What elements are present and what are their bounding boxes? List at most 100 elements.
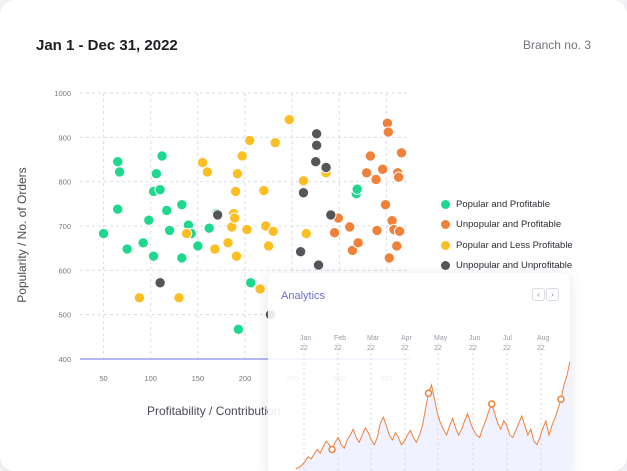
data-point: [310, 128, 323, 140]
data-point: [143, 214, 155, 226]
data-point: [320, 161, 332, 174]
data-point: [97, 227, 110, 240]
analytics-title: Analytics: [281, 290, 326, 302]
month-label: Jul: [503, 335, 512, 342]
data-point: [370, 173, 382, 186]
data-point: [360, 167, 373, 179]
legend-label: Unpopular and Profitable: [456, 219, 562, 231]
prev-button[interactable]: ‹: [532, 288, 545, 301]
data-point: [229, 185, 242, 198]
x-tick-label: 50: [99, 374, 107, 383]
date-range-title: Jan 1 - Dec 31, 2022: [36, 37, 178, 54]
analytics-panel: Jan 22 Feb 22 Mar 22 Apr 22 May 22 Jun 22 Jul 22 Aug 22…: [268, 273, 570, 471]
data-point: [241, 223, 253, 236]
y-tick-label: 1000: [54, 89, 71, 98]
month-label: Mar: [367, 335, 380, 342]
data-point: [297, 187, 310, 199]
data-point: [379, 199, 392, 211]
data-point: [297, 175, 310, 187]
x-axis-label: Profitability / Contribution: [147, 404, 281, 418]
analytics-marker: [328, 445, 336, 454]
data-point: [258, 184, 270, 197]
y-tick-label: 600: [58, 266, 71, 275]
data-point: [176, 199, 188, 211]
y-tick-label: 900: [58, 133, 71, 142]
data-point: [211, 209, 224, 221]
data-point: [283, 113, 296, 126]
data-point: [137, 237, 149, 249]
data-point: [346, 244, 359, 257]
data-point: [154, 183, 166, 196]
year-label: 22: [434, 345, 442, 352]
data-point: [236, 150, 248, 162]
data-point: [300, 227, 312, 240]
data-point: [163, 224, 176, 237]
x-tick-label: 100: [144, 374, 157, 383]
analytics-area: [296, 361, 570, 471]
data-point: [244, 134, 256, 147]
data-point: [113, 166, 126, 178]
data-point: [150, 167, 163, 180]
data-point: [180, 227, 193, 240]
legend-label: Unpopular and Unprofitable: [456, 260, 573, 272]
data-point: [176, 252, 188, 264]
data-point: [382, 126, 395, 138]
legend-label: Popular and Less Profitable: [456, 239, 573, 251]
y-tick-label: 700: [58, 222, 71, 231]
y-tick-label: 800: [58, 178, 71, 187]
month-label: Feb: [334, 335, 346, 342]
data-point: [393, 225, 406, 238]
data-point: [112, 203, 124, 215]
legend-item: Popular and Profitable: [441, 194, 573, 215]
data-point: [325, 209, 337, 221]
legend-swatch: [441, 261, 450, 271]
next-button[interactable]: ›: [546, 288, 559, 301]
data-point: [351, 183, 363, 195]
data-point: [201, 166, 213, 178]
legend-swatch: [441, 220, 450, 230]
analytics-marker: [487, 400, 496, 408]
analytics-marker: [557, 395, 565, 404]
data-point: [121, 243, 133, 255]
data-point: [154, 277, 166, 289]
data-point: [222, 237, 234, 249]
y-axis-label: Popularity / No. of Orders: [15, 167, 29, 303]
legend-item: Popular and Less Profitable: [441, 235, 573, 256]
month-label: Aug: [537, 335, 550, 342]
year-label: 22: [334, 345, 342, 352]
branch-label: Branch no. 3: [522, 38, 591, 52]
data-point: [364, 150, 377, 162]
chart-legend: Popular and Profitable Unpopular and Prof…: [441, 194, 573, 276]
data-point: [133, 292, 146, 304]
analytics-marker: [424, 389, 433, 398]
data-point: [232, 323, 245, 335]
analytics-chart: Jan 22 Feb 22 Mar 22 Apr 22 May 22 Jun 22 Jul 22 Aug 22: [295, 335, 570, 471]
data-point: [294, 246, 307, 258]
legend-swatch: [441, 199, 450, 209]
data-point: [310, 156, 322, 168]
y-tick-label: 400: [58, 355, 71, 364]
year-label: 22: [300, 345, 308, 352]
data-point: [391, 240, 403, 252]
month-label: Jan: [300, 335, 311, 342]
x-tick-label: 200: [239, 374, 252, 383]
year-label: 22: [367, 345, 375, 352]
data-point: [376, 163, 389, 175]
data-point: [392, 171, 405, 183]
analytics-line: [295, 360, 570, 470]
data-point: [269, 136, 281, 149]
data-point: [343, 221, 356, 233]
data-point: [230, 250, 243, 262]
x-tick-label: 150: [192, 374, 205, 383]
legend-item: Unpopular and Profitable: [441, 215, 573, 236]
data-point: [192, 240, 204, 252]
data-point: [352, 237, 364, 249]
data-point: [371, 224, 383, 237]
year-label: 22: [503, 345, 511, 352]
data-point: [112, 156, 124, 168]
data-point: [228, 212, 241, 224]
data-point: [328, 226, 341, 239]
data-point: [209, 243, 221, 255]
data-point: [173, 292, 185, 304]
